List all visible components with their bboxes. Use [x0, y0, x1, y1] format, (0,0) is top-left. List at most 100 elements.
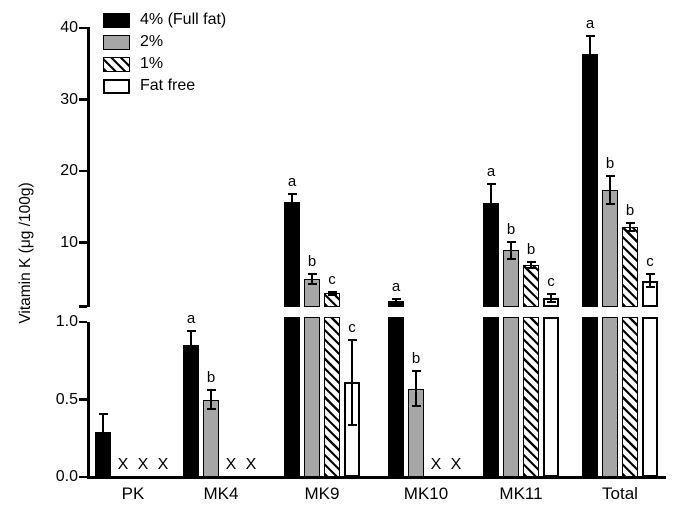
bar-4-full-fat-pk-error-bar	[102, 413, 104, 451]
significance-letter-mk9-2: b	[307, 253, 317, 271]
bar-fat-free-mk11-error-cap-bottom	[546, 300, 556, 303]
bar-fat-free-mk11-error-cap-top	[546, 292, 556, 295]
bar-4-full-fat-mk11-error-cap-top	[486, 183, 496, 186]
bar-4-full-fat-mk9-error-cap-top	[287, 192, 297, 195]
bar-1-mk9-error-cap-bottom	[327, 294, 337, 297]
bar-fat-free-mk11-error-bar	[550, 292, 552, 303]
bar-1-mk9-error-bar	[331, 290, 333, 297]
bar-1-total	[622, 226, 638, 307]
legend-swatch-4-full-fat	[103, 13, 130, 28]
bar-1-mk9-error-cap-top	[327, 290, 337, 293]
legend-swatch-2	[103, 35, 130, 50]
legend-label-2: 2%	[140, 33, 164, 50]
significance-letter-total-2: b	[605, 155, 615, 173]
bar-fat-free-mk9-error-cap-top	[347, 339, 357, 342]
bar-4-full-fat-pk-error-cap-top	[98, 413, 108, 416]
bar-4-full-fat-mk10-lower-segment	[388, 317, 404, 477]
bar-1-mk11-lower-segment	[523, 317, 539, 477]
bar-1-mk11-error-bar	[530, 260, 532, 270]
bar-4-full-fat-mk11-error-cap-bottom	[486, 221, 496, 224]
bar-4-full-fat-total-error-cap-bottom	[585, 71, 595, 74]
y-axis-lower	[86, 322, 90, 479]
bar-4-full-fat-mk9-error-bar	[291, 192, 293, 212]
y-tick-label-upper-40: 40	[60, 19, 78, 36]
bar-2-mk9-error-cap-top	[307, 273, 317, 276]
bar-1-total-error-bar	[629, 221, 631, 232]
bar-2-mk10-error-cap-bottom	[411, 405, 421, 408]
bar-2-mk11-error-bar	[510, 241, 512, 260]
bar-4-full-fat-pk-error-cap-bottom	[98, 448, 108, 451]
bar-1-total-error-cap-bottom	[625, 229, 635, 232]
not-detected-mark-mk4-1: X	[225, 456, 237, 473]
x-axis-label-mk4: MK4	[203, 484, 239, 503]
bar-fat-free-mk11-lower-segment	[543, 317, 559, 477]
bar-4-full-fat-mk9	[284, 201, 300, 307]
x-axis-label-total: Total	[602, 484, 638, 503]
bar-2-mk11-lower-segment	[503, 317, 519, 477]
y-tick-upper-20	[79, 169, 87, 173]
legend-swatch-1	[103, 57, 130, 72]
bar-2-mk10-error-bar	[415, 370, 417, 408]
bar-4-full-fat-total-error-bar	[589, 35, 591, 74]
bar-fat-free-total-error-bar	[649, 272, 651, 289]
significance-letter-mk4-4-full-fat: a	[186, 309, 196, 327]
bar-4-full-fat-mk9-error-cap-bottom	[287, 209, 297, 212]
bar-1-mk9-lower-segment	[324, 317, 340, 477]
y-tick-label-upper-10: 10	[60, 233, 78, 251]
x-axis	[86, 475, 666, 479]
legend-label-1: 1%	[140, 55, 164, 72]
legend-label-4-full-fat: 4% (Full fat)	[140, 11, 227, 28]
y-axis-title: Vitamin K (μg /100g)	[17, 182, 34, 324]
bar-2-total	[602, 190, 618, 307]
bar-2-mk9-lower-segment	[304, 317, 320, 477]
bar-fat-free-total-error-cap-top	[645, 272, 655, 275]
bar-2-mk4-error-cap-bottom	[206, 408, 216, 411]
not-detected-mark-mk10-1: X	[430, 456, 442, 473]
bar-4-full-fat-mk10-error-cap-top	[391, 297, 401, 300]
legend-label-fat-free: Fat free	[140, 77, 196, 94]
significance-letter-total-1: b	[625, 201, 635, 219]
significance-letter-mk10-4-full-fat: a	[391, 277, 401, 295]
bar-2-mk4-error-bar	[210, 388, 212, 411]
not-detected-mark-pk-fat-free: X	[157, 456, 169, 473]
not-detected-mark-mk10-fat-free: X	[450, 456, 462, 473]
y-tick-label-lower-0: 0.0	[55, 468, 78, 485]
bar-fat-free-mk9-error-bar	[351, 339, 353, 426]
y-tick-lower-1	[79, 320, 87, 324]
bar-fat-free-total-lower-segment	[642, 317, 658, 477]
bar-2-total-error-bar	[609, 175, 611, 206]
bar-2-mk10-error-cap-top	[411, 370, 421, 373]
bar-1-mk11-error-cap-bottom	[526, 267, 536, 270]
y-tick-label-upper-30: 30	[60, 90, 78, 108]
bar-4-full-fat-mk4-error-cap-bottom	[186, 358, 196, 361]
bar-2-mk11-error-cap-top	[506, 241, 516, 244]
y-tick-label-lower-0-5: 0.5	[55, 390, 78, 408]
bar-1-mk11-error-cap-top	[526, 260, 536, 263]
bar-2-mk9-error-bar	[311, 273, 313, 285]
not-detected-mark-mk4-fat-free: X	[245, 456, 257, 473]
not-detected-mark-pk-1: X	[137, 456, 149, 473]
bar-1-total-lower-segment	[622, 317, 638, 477]
y-tick-upper-40	[79, 26, 87, 30]
significance-letter-mk9-fat-free: c	[348, 319, 356, 337]
bar-4-full-fat-mk10-error-cap-bottom	[391, 302, 401, 305]
bar-4-full-fat-mk10-error-bar	[395, 297, 397, 305]
x-axis-label-pk: PK	[121, 484, 145, 503]
significance-letter-mk9-4-full-fat: a	[287, 172, 297, 190]
bar-4-full-fat-mk4-error-cap-top	[186, 329, 196, 332]
y-tick-lower-0	[79, 475, 87, 479]
significance-letter-mk11-fat-free: c	[547, 272, 555, 290]
y-tick-upper-10	[79, 241, 87, 244]
significance-letter-mk11-2: b	[506, 221, 516, 239]
bar-2-total-lower-segment	[602, 317, 618, 477]
bar-2-total-error-cap-top	[605, 175, 615, 178]
bar-2-total-error-cap-bottom	[605, 203, 615, 206]
y-tick-label-lower-1: 1.0	[55, 313, 78, 330]
significance-letter-mk4-2: b	[206, 368, 216, 386]
significance-letter-total-fat-free: c	[646, 252, 654, 270]
bar-4-full-fat-mk9-lower-segment	[284, 317, 300, 477]
significance-letter-mk11-4-full-fat: a	[486, 163, 496, 181]
bar-fat-free-mk9-error-cap-bottom	[347, 423, 357, 426]
bar-4-full-fat-total-lower-segment	[582, 317, 598, 477]
significance-letter-mk11-1: b	[526, 240, 536, 258]
